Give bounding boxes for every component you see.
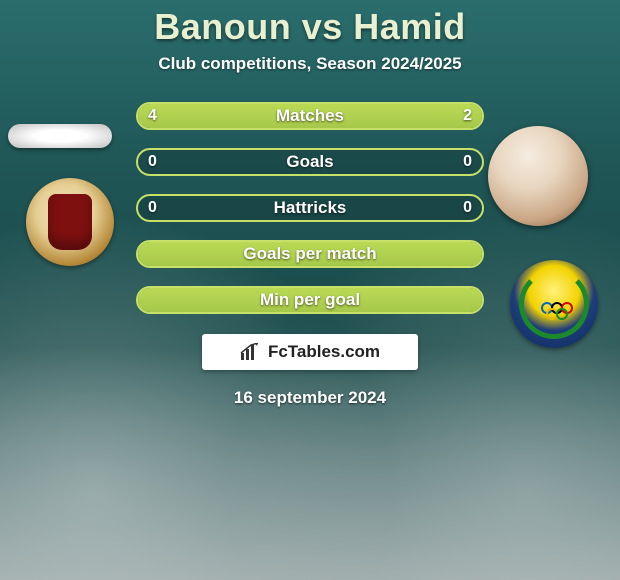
olympic-rings-icon bbox=[541, 302, 577, 316]
player-left-pill bbox=[8, 124, 112, 148]
date-label: 16 september 2024 bbox=[0, 388, 620, 408]
bar-fill-left bbox=[138, 104, 367, 128]
club-badge-right-wreath bbox=[519, 269, 589, 339]
stat-bar: Goals per match bbox=[136, 240, 484, 268]
club-badge-left bbox=[26, 178, 114, 266]
comparison-bars: 42Matches00Goals00HattricksGoals per mat… bbox=[136, 102, 484, 314]
bar-value-left: 4 bbox=[148, 104, 157, 128]
bar-value-left: 0 bbox=[148, 150, 157, 174]
bar-value-right: 2 bbox=[463, 104, 472, 128]
club-badge-left-shield bbox=[48, 194, 92, 250]
stat-bar: 0 0Hattricks bbox=[136, 194, 484, 222]
bar-label: Goals bbox=[138, 150, 482, 174]
bar-fill bbox=[138, 242, 482, 266]
player-right-avatar bbox=[488, 126, 588, 226]
bar-value-right: 0 bbox=[463, 150, 472, 174]
page-title: Banoun vs Hamid bbox=[0, 6, 620, 48]
content-wrap: Banoun vs Hamid Club competitions, Seaso… bbox=[0, 0, 620, 408]
brand-badge: FcTables.com bbox=[202, 334, 418, 370]
stat-bar: Min per goal bbox=[136, 286, 484, 314]
brand-text: FcTables.com bbox=[268, 342, 380, 362]
bar-chart-icon bbox=[240, 343, 262, 361]
club-badge-right bbox=[510, 260, 598, 348]
stat-bar: 42Matches bbox=[136, 102, 484, 130]
bar-value-left: 0 bbox=[148, 196, 157, 220]
bar-value-right: 0 bbox=[463, 196, 472, 220]
bar-fill bbox=[138, 288, 482, 312]
bar-label: Hattricks bbox=[138, 196, 482, 220]
stat-bar: 0 0Goals bbox=[136, 148, 484, 176]
page-subtitle: Club competitions, Season 2024/2025 bbox=[0, 54, 620, 74]
